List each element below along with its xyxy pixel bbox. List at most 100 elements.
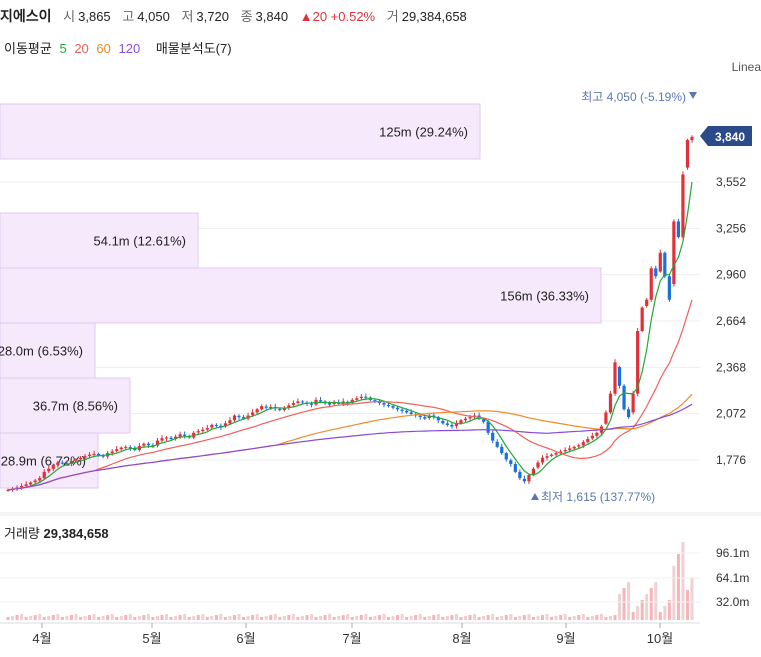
- volume-bar: [432, 615, 436, 620]
- volume-bar: [78, 617, 82, 620]
- volume-bar: [572, 616, 576, 620]
- volume-bar: [155, 616, 159, 620]
- volume-bar: [554, 616, 558, 620]
- candle: [386, 404, 391, 407]
- volume-bar: [391, 616, 395, 620]
- candle: [164, 437, 169, 439]
- volume-profile-toggle[interactable]: 매물분석도(7): [155, 41, 232, 56]
- candle: [645, 299, 649, 306]
- candle: [96, 453, 101, 456]
- candle: [663, 252, 667, 277]
- candle: [631, 393, 635, 413]
- volume-bar: [282, 616, 286, 620]
- ma-20[interactable]: 20: [74, 41, 89, 56]
- volume-bar: [581, 614, 585, 620]
- volume-bar: [599, 614, 603, 620]
- volume-bar: [11, 616, 15, 620]
- volume-bar: [522, 615, 526, 620]
- ma-5[interactable]: 5: [59, 41, 67, 56]
- volume-bar: [137, 616, 141, 620]
- volume-bar: [242, 617, 246, 620]
- candle: [260, 406, 264, 410]
- candle: [201, 429, 205, 432]
- candle: [577, 445, 581, 447]
- volume-bar: [604, 617, 608, 620]
- candle: [205, 428, 209, 430]
- volume-profile-label: 156m (36.33%): [500, 289, 589, 304]
- candle: [522, 478, 526, 482]
- candle: [418, 415, 422, 418]
- volume-bar: [586, 617, 590, 620]
- candle: [19, 485, 24, 488]
- ma-5-line: [7, 181, 693, 491]
- volume-profile-bar: [0, 103, 481, 160]
- volume-profile-label: 54.1m (12.61%): [94, 234, 187, 249]
- volume-bar: [232, 615, 236, 620]
- candle: [160, 438, 164, 441]
- candle: [373, 400, 377, 402]
- candle: [590, 435, 594, 439]
- volume-bar: [237, 614, 241, 620]
- candle: [232, 415, 237, 421]
- change-value: ▲20 +0.52%: [299, 9, 376, 24]
- volume-profile-label: 125m (29.24%): [379, 125, 468, 140]
- volume-value: 29,384,658: [401, 9, 467, 24]
- candle: [210, 424, 214, 428]
- candle: [568, 448, 572, 450]
- close-label: 종: [240, 9, 253, 24]
- volume-bar: [210, 616, 214, 620]
- ma-120[interactable]: 120: [118, 41, 141, 56]
- volume-profile-label: 28.0m (6.53%): [0, 344, 83, 359]
- volume-bar: [613, 615, 617, 620]
- candle: [155, 440, 160, 446]
- volume-bar: [500, 616, 504, 620]
- candle: [328, 403, 332, 405]
- moving-average-legend[interactable]: 이동평균 5 20 60 120 매물분석도(7): [4, 38, 236, 57]
- candle: [33, 480, 37, 483]
- volume-bar: [418, 614, 422, 620]
- candle: [24, 484, 28, 486]
- scale-type-label[interactable]: Linea: [731, 60, 761, 74]
- y-tick-label: 1,776: [716, 453, 746, 467]
- ma-60[interactable]: 60: [96, 41, 111, 56]
- candle: [626, 409, 631, 418]
- candle: [459, 420, 463, 424]
- y-tick-label: 2,368: [716, 360, 746, 374]
- volume-bar: [681, 542, 685, 620]
- volume-bar: [450, 615, 454, 620]
- max-marker-icon: [689, 92, 697, 99]
- candle: [622, 385, 626, 410]
- volume-bar: [38, 614, 42, 620]
- volume-bar: [192, 616, 196, 620]
- volume-bar: [595, 615, 599, 620]
- volume-bar: [174, 616, 178, 620]
- candle: [518, 471, 522, 479]
- y-tick-label: 3,552: [716, 175, 746, 189]
- x-tick-label: 8월: [452, 631, 471, 646]
- volume-bar: [550, 617, 554, 620]
- stock-name: 지에스이: [0, 8, 52, 24]
- candle: [441, 420, 445, 424]
- volume-bar: [278, 617, 282, 620]
- candle: [690, 136, 694, 141]
- y-tick-label: 2,664: [716, 314, 746, 328]
- candle: [613, 362, 617, 394]
- candle: [128, 447, 132, 449]
- volume-bar: [83, 616, 87, 620]
- volume-bar: [559, 615, 563, 620]
- volume-bar: [110, 614, 114, 620]
- candle: [287, 405, 291, 408]
- volume-bar: [405, 617, 409, 620]
- volume-bar: [169, 617, 173, 620]
- volume-bar: [568, 617, 572, 620]
- volume-bar: [346, 614, 350, 620]
- volume-bar: [119, 616, 123, 620]
- volume-bar: [88, 615, 92, 620]
- candle: [269, 406, 273, 408]
- candle: [47, 468, 51, 472]
- open-value: 3,865: [78, 9, 111, 24]
- volume-bar: [563, 614, 567, 620]
- candle: [636, 331, 640, 394]
- volume-bar: [618, 594, 622, 620]
